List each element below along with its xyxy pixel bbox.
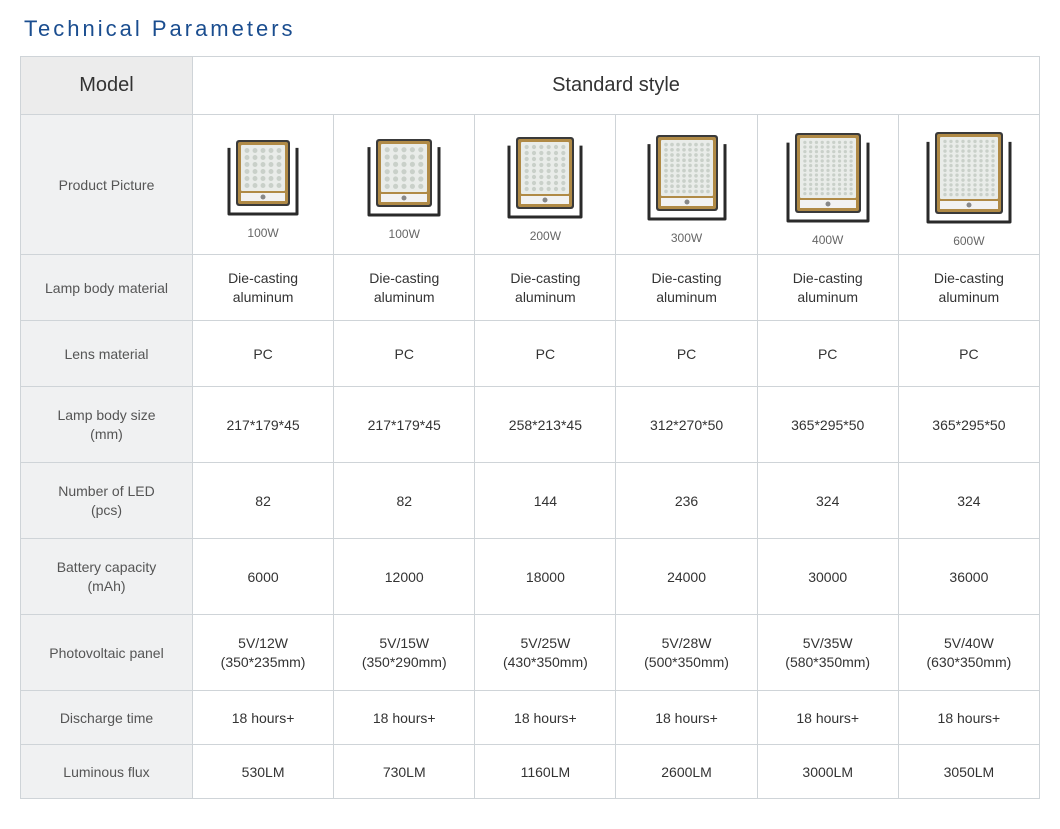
product-picture-cell: 200W — [475, 115, 616, 255]
page-title: Technical Parameters — [20, 16, 1040, 42]
row-lamp-body-size: Lamp body size(mm) 217*179*45 217*179*45… — [21, 387, 1040, 463]
cell: 217*179*45 — [334, 387, 475, 463]
cell: 365*295*50 — [898, 387, 1039, 463]
cell: 18 hours+ — [757, 691, 898, 745]
cell: 82 — [334, 463, 475, 539]
cell: 3050LM — [898, 745, 1039, 799]
row-lamp-body-material: Lamp body material Die-castingaluminum D… — [21, 255, 1040, 321]
row-label: Discharge time — [21, 691, 193, 745]
cell: 82 — [193, 463, 334, 539]
cell: Die-castingaluminum — [193, 255, 334, 321]
floodlight-icon — [758, 129, 898, 227]
row-label-picture: Product Picture — [21, 115, 193, 255]
cell: Die-castingaluminum — [334, 255, 475, 321]
cell: 530LM — [193, 745, 334, 799]
cell: 1160LM — [475, 745, 616, 799]
row-lens-material: Lens material PC PC PC PC PC PC — [21, 321, 1040, 387]
row-discharge: Discharge time 18 hours+ 18 hours+ 18 ho… — [21, 691, 1040, 745]
wattage-label: 100W — [334, 227, 474, 241]
wattage-label: 100W — [193, 226, 333, 240]
cell: PC — [334, 321, 475, 387]
row-label: Lens material — [21, 321, 193, 387]
cell: Die-castingaluminum — [475, 255, 616, 321]
cell: 3000LM — [757, 745, 898, 799]
floodlight-icon — [616, 131, 756, 225]
wattage-label: 300W — [616, 231, 756, 245]
cell: PC — [475, 321, 616, 387]
cell: 144 — [475, 463, 616, 539]
row-label: Lamp body material — [21, 255, 193, 321]
wattage-label: 200W — [475, 229, 615, 243]
floodlight-icon — [334, 135, 474, 221]
cell: 5V/25W(430*350mm) — [475, 615, 616, 691]
cell: 217*179*45 — [193, 387, 334, 463]
header-row: Model Standard style — [21, 57, 1040, 115]
cell: 5V/15W(350*290mm) — [334, 615, 475, 691]
floodlight-icon — [193, 136, 333, 220]
row-flux: Luminous flux 530LM 730LM 1160LM 2600LM … — [21, 745, 1040, 799]
cell: 6000 — [193, 539, 334, 615]
picture-row: Product Picture 100W 100W 200W 300W 400W… — [21, 115, 1040, 255]
cell: 18 hours+ — [898, 691, 1039, 745]
row-pv-panel: Photovoltaic panel 5V/12W(350*235mm) 5V/… — [21, 615, 1040, 691]
cell: PC — [616, 321, 757, 387]
product-picture-cell: 400W — [757, 115, 898, 255]
cell: 18 hours+ — [616, 691, 757, 745]
row-num-led: Number of LED(pcs) 82 82 144 236 324 324 — [21, 463, 1040, 539]
row-label: Battery capacity(mAh) — [21, 539, 193, 615]
cell: PC — [757, 321, 898, 387]
cell: Die-castingaluminum — [898, 255, 1039, 321]
cell: Die-castingaluminum — [757, 255, 898, 321]
cell: 18 hours+ — [193, 691, 334, 745]
product-picture-cell: 300W — [616, 115, 757, 255]
floodlight-icon — [475, 133, 615, 223]
cell: PC — [193, 321, 334, 387]
cell: 18 hours+ — [475, 691, 616, 745]
row-battery: Battery capacity(mAh) 6000 12000 18000 2… — [21, 539, 1040, 615]
cell: Die-castingaluminum — [616, 255, 757, 321]
cell: 24000 — [616, 539, 757, 615]
wattage-label: 400W — [758, 233, 898, 247]
cell: 18 hours+ — [334, 691, 475, 745]
floodlight-icon — [899, 128, 1039, 228]
cell: 12000 — [334, 539, 475, 615]
cell: 258*213*45 — [475, 387, 616, 463]
cell: 30000 — [757, 539, 898, 615]
cell: 2600LM — [616, 745, 757, 799]
row-label: Photovoltaic panel — [21, 615, 193, 691]
cell: 5V/12W(350*235mm) — [193, 615, 334, 691]
cell: 5V/40W(630*350mm) — [898, 615, 1039, 691]
cell: 730LM — [334, 745, 475, 799]
cell: 5V/28W(500*350mm) — [616, 615, 757, 691]
style-header: Standard style — [193, 57, 1040, 115]
row-label: Number of LED(pcs) — [21, 463, 193, 539]
product-picture-cell: 600W — [898, 115, 1039, 255]
model-header: Model — [21, 57, 193, 115]
row-label: Lamp body size(mm) — [21, 387, 193, 463]
cell: 236 — [616, 463, 757, 539]
cell: 324 — [757, 463, 898, 539]
cell: 312*270*50 — [616, 387, 757, 463]
cell: 324 — [898, 463, 1039, 539]
spec-table: Model Standard style Product Picture 100… — [20, 56, 1040, 799]
wattage-label: 600W — [899, 234, 1039, 248]
cell: 5V/35W(580*350mm) — [757, 615, 898, 691]
cell: 365*295*50 — [757, 387, 898, 463]
cell: PC — [898, 321, 1039, 387]
cell: 36000 — [898, 539, 1039, 615]
product-picture-cell: 100W — [193, 115, 334, 255]
cell: 18000 — [475, 539, 616, 615]
row-label: Luminous flux — [21, 745, 193, 799]
product-picture-cell: 100W — [334, 115, 475, 255]
